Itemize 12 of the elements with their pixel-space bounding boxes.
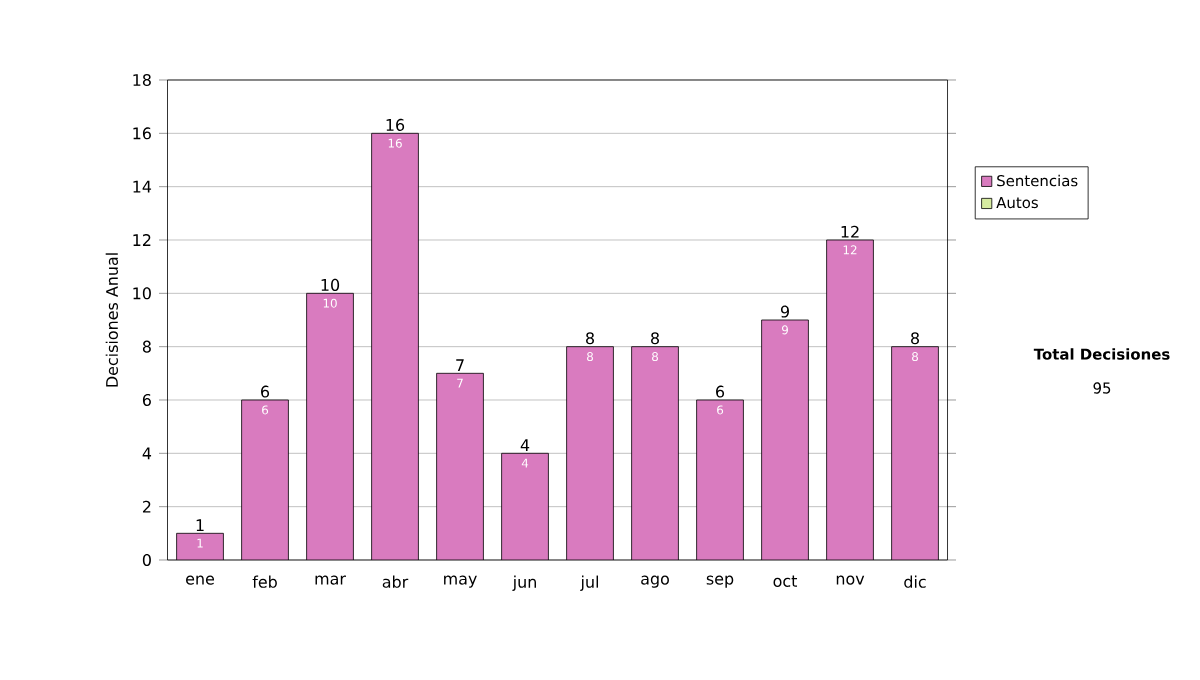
bar (826, 239, 874, 560)
bar (696, 399, 744, 560)
bar (501, 453, 549, 560)
bar (891, 346, 939, 560)
bar (371, 133, 419, 560)
bar (761, 319, 809, 560)
bar (306, 293, 354, 560)
bar (436, 373, 484, 560)
bar (566, 346, 614, 560)
bar (631, 346, 679, 560)
bar (176, 533, 224, 560)
bar (241, 399, 289, 560)
